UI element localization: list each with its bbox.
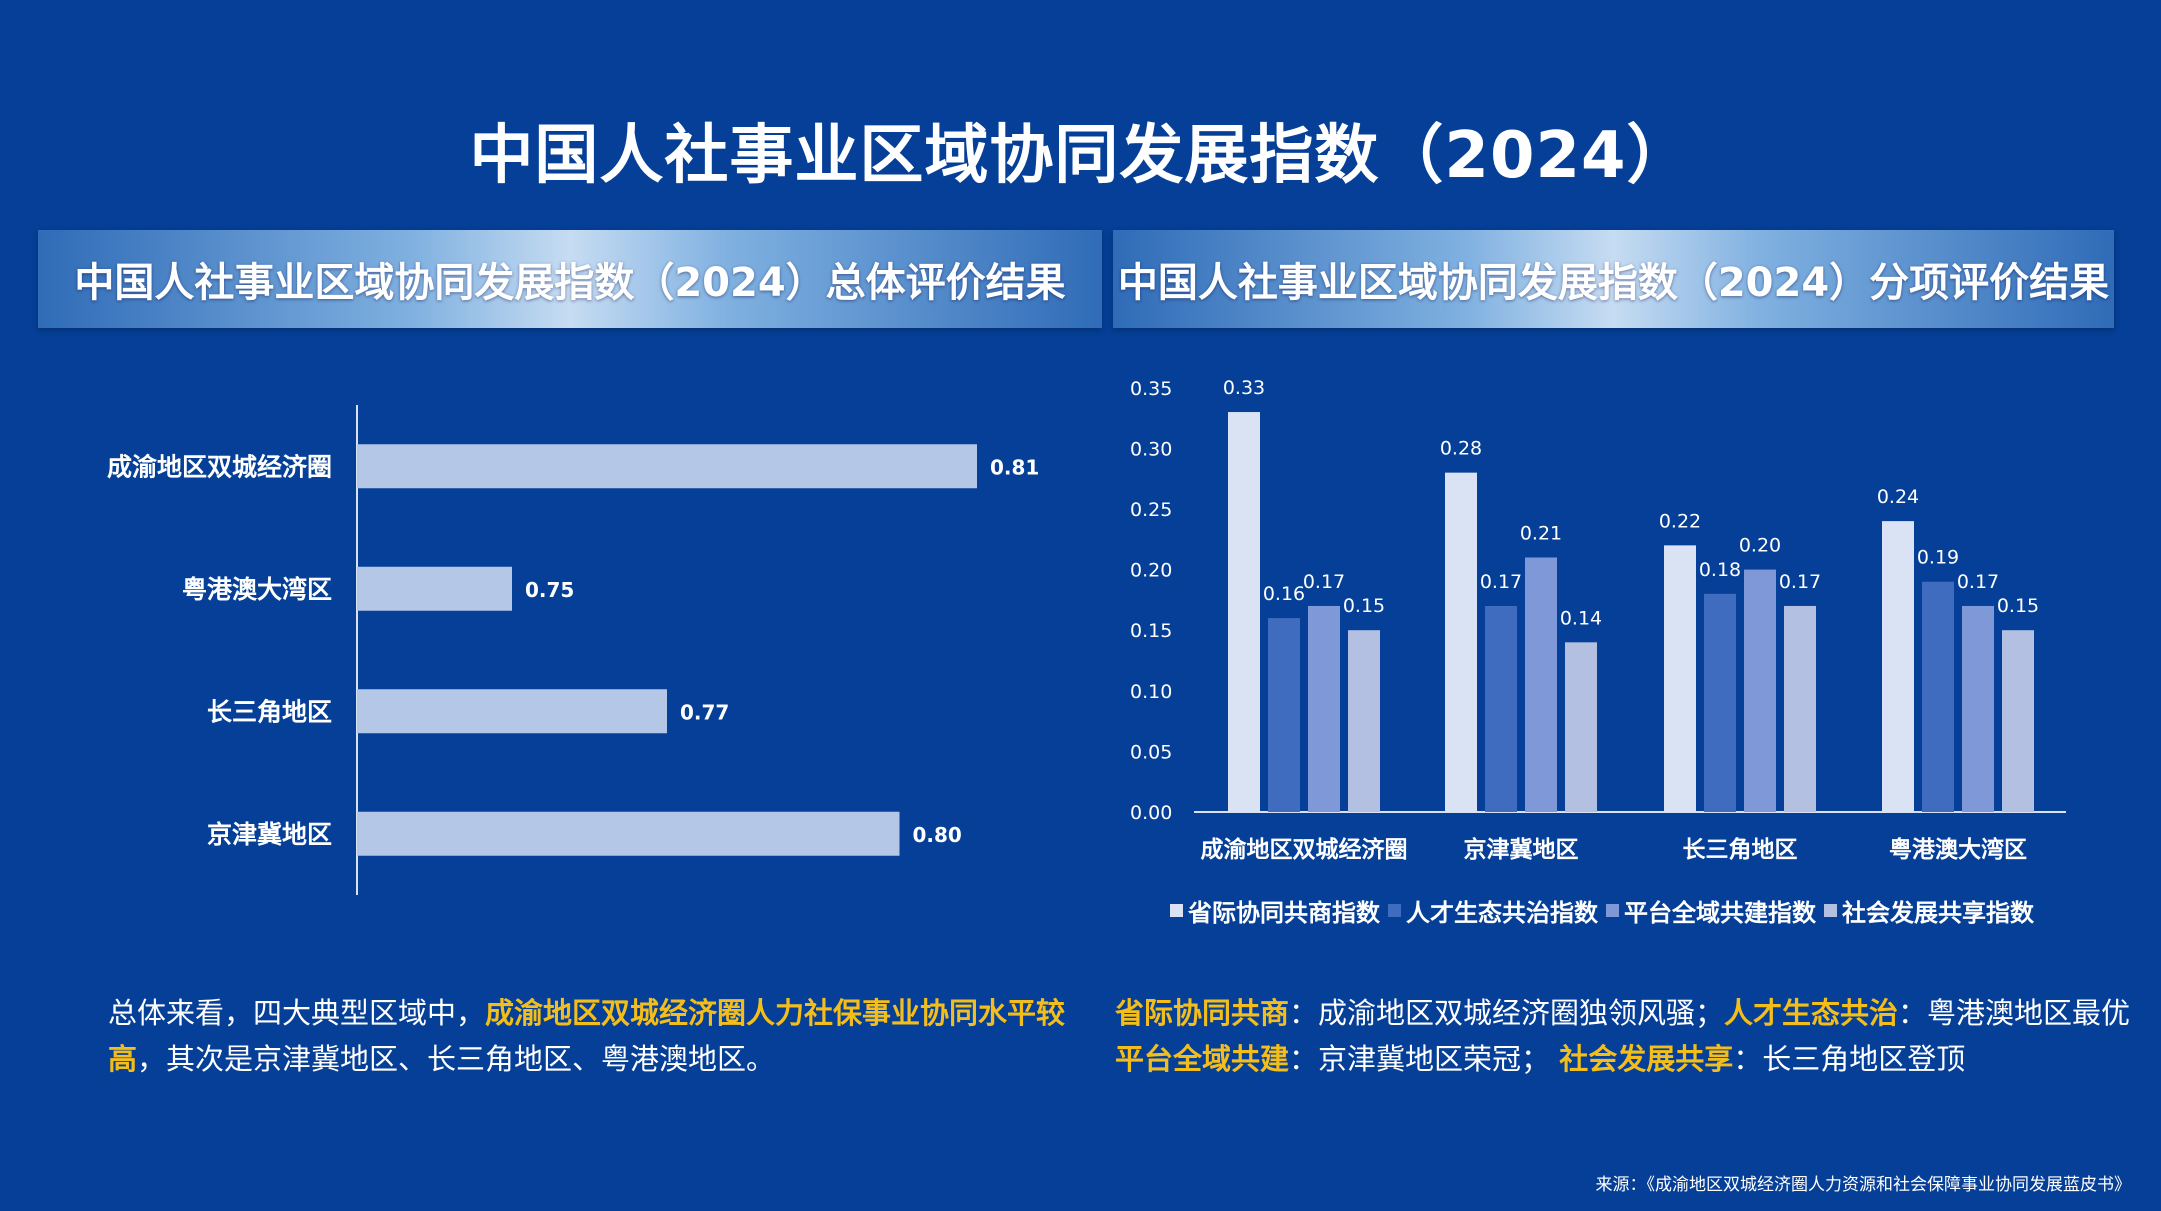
x-category-label: 京津冀地区 [1464, 836, 1579, 863]
summary-text: ：成渝地区双城经济圈独领风骚； [1289, 996, 1725, 1030]
overall-index-bar-chart: 成渝地区双城经济圈 0.81 粤港澳大湾区 0.75 长三角地区 0.77 京津冀地区 0.8… [107, 405, 1039, 895]
legend-item: 平台全域共建指数 [1606, 893, 1816, 928]
bar [357, 444, 977, 489]
data-label: 0.81 [990, 455, 1039, 479]
summary-text: 总体来看，四大典型区域中， [108, 996, 486, 1030]
bar [1704, 593, 1736, 812]
legend-swatch [1606, 904, 1619, 917]
y-tick-label: 0.35 [1130, 378, 1172, 400]
bar [1922, 581, 1954, 812]
bar [1445, 472, 1477, 812]
bar [1525, 557, 1557, 812]
bar [1784, 605, 1816, 812]
category-label: 成渝地区双城经济圈 [107, 452, 332, 481]
legend-label: 人才生态共治指数 [1406, 899, 1598, 927]
bar [357, 689, 667, 734]
bar [1348, 630, 1380, 812]
data-label: 0.28 [1440, 438, 1482, 460]
data-label: 0.17 [1957, 571, 1999, 593]
data-label: 0.24 [1877, 486, 1919, 508]
summary-highlight: 成渝地区双城经济圈人力社保事业协同水平较高 [108, 996, 1066, 1076]
data-label: 0.15 [1997, 595, 2039, 617]
data-label: 0.17 [1779, 571, 1821, 593]
category-label: 长三角地区 [207, 697, 332, 726]
data-label: 0.33 [1223, 377, 1265, 399]
page-title: 中国人社事业区域协同发展指数（2024） [469, 119, 1692, 193]
bar [1882, 521, 1914, 812]
sub-index-grouped-bar-chart: 0.00 0.05 0.10 0.15 0.20 0.25 0.30 0.35 0.33 0.16… [1130, 377, 2066, 863]
data-label: 0.15 [1343, 595, 1385, 617]
y-tick-label: 0.30 [1130, 438, 1172, 460]
data-label: 0.22 [1659, 510, 1701, 532]
legend-swatch [1824, 904, 1837, 917]
bar [1565, 642, 1597, 812]
data-label: 0.75 [525, 578, 574, 602]
legend-item: 人才生态共治指数 [1388, 893, 1598, 928]
bar [2002, 630, 2034, 812]
data-label: 0.21 [1520, 522, 1562, 544]
bar [1962, 605, 1994, 812]
legend-swatch [1170, 904, 1183, 917]
bar [1308, 605, 1340, 812]
y-tick-label: 0.20 [1130, 560, 1172, 582]
source-note: 来源：《成渝地区双城经济圈人力资源和社会保障事业协同发展蓝皮书》 [1595, 1175, 2132, 1195]
legend-label: 平台全域共建指数 [1624, 899, 1816, 927]
legend-item: 社会发展共享指数 [1824, 893, 2034, 928]
bar [1744, 569, 1776, 812]
summary-highlight: 省际协同共商 [1115, 996, 1290, 1030]
right-summary-text: 省际协同共商：成渝地区双城经济圈独领风骚；人才生态共治：粤港澳地区最优平台全域共… [1115, 990, 2155, 1082]
summary-text: ：京津冀地区荣冠； [1289, 1042, 1551, 1076]
x-category-label: 成渝地区双城经济圈 [1201, 836, 1408, 863]
legend-label: 社会发展共享指数 [1842, 899, 2034, 927]
summary-highlight: 社会发展共享 [1559, 1042, 1734, 1076]
legend-label: 省际协同共商指数 [1188, 899, 1380, 927]
data-label: 0.17 [1303, 571, 1345, 593]
data-label: 0.16 [1263, 583, 1305, 605]
chart-legend: 省际协同共商指数 人才生态共治指数 平台全域共建指数 社会发展共享指数 [1170, 893, 2034, 928]
summary-text: ：粤港澳地区最优 [1898, 996, 2131, 1030]
data-label: 0.14 [1560, 607, 1602, 629]
data-label: 0.20 [1739, 535, 1781, 557]
data-label: 0.18 [1699, 559, 1741, 581]
summary-highlight: 人才生态共治 [1724, 996, 1899, 1030]
left-panel-header: 中国人社事业区域协同发展指数（2024）总体评价结果 [38, 230, 1102, 328]
data-label: 0.19 [1917, 547, 1959, 569]
category-label: 京津冀地区 [207, 820, 332, 849]
category-label: 粤港澳大湾区 [182, 575, 332, 604]
y-tick-label: 0.25 [1130, 499, 1172, 521]
x-category-label: 长三角地区 [1683, 836, 1798, 863]
data-label: 0.17 [1480, 571, 1522, 593]
summary-text: ：长三角地区登顶 [1733, 1042, 1966, 1076]
bar [357, 811, 900, 856]
right-panel-header: 中国人社事业区域协同发展指数（2024）分项评价结果 [1113, 230, 2114, 328]
data-label: 0.77 [680, 700, 729, 724]
bar [1664, 545, 1696, 812]
bar [357, 566, 512, 611]
left-summary-text: 总体来看，四大典型区域中，成渝地区双城经济圈人力社保事业协同水平较高，其次是京津… [108, 990, 1108, 1082]
bar [1485, 605, 1517, 812]
x-category-label: 粤港澳大湾区 [1889, 836, 2027, 863]
y-tick-label: 0.15 [1130, 620, 1172, 642]
legend-item: 省际协同共商指数 [1170, 893, 1380, 928]
summary-highlight: 平台全域共建 [1115, 1042, 1290, 1076]
legend-swatch [1388, 904, 1401, 917]
bar [1268, 618, 1300, 812]
summary-text: ，其次是京津冀地区、长三角地区、粤港澳地区。 [137, 1042, 776, 1076]
y-tick-label: 0.10 [1130, 681, 1172, 703]
data-label: 0.80 [913, 823, 962, 847]
bar [1228, 412, 1260, 812]
y-tick-label: 0.00 [1130, 802, 1172, 824]
y-tick-label: 0.05 [1130, 741, 1172, 763]
